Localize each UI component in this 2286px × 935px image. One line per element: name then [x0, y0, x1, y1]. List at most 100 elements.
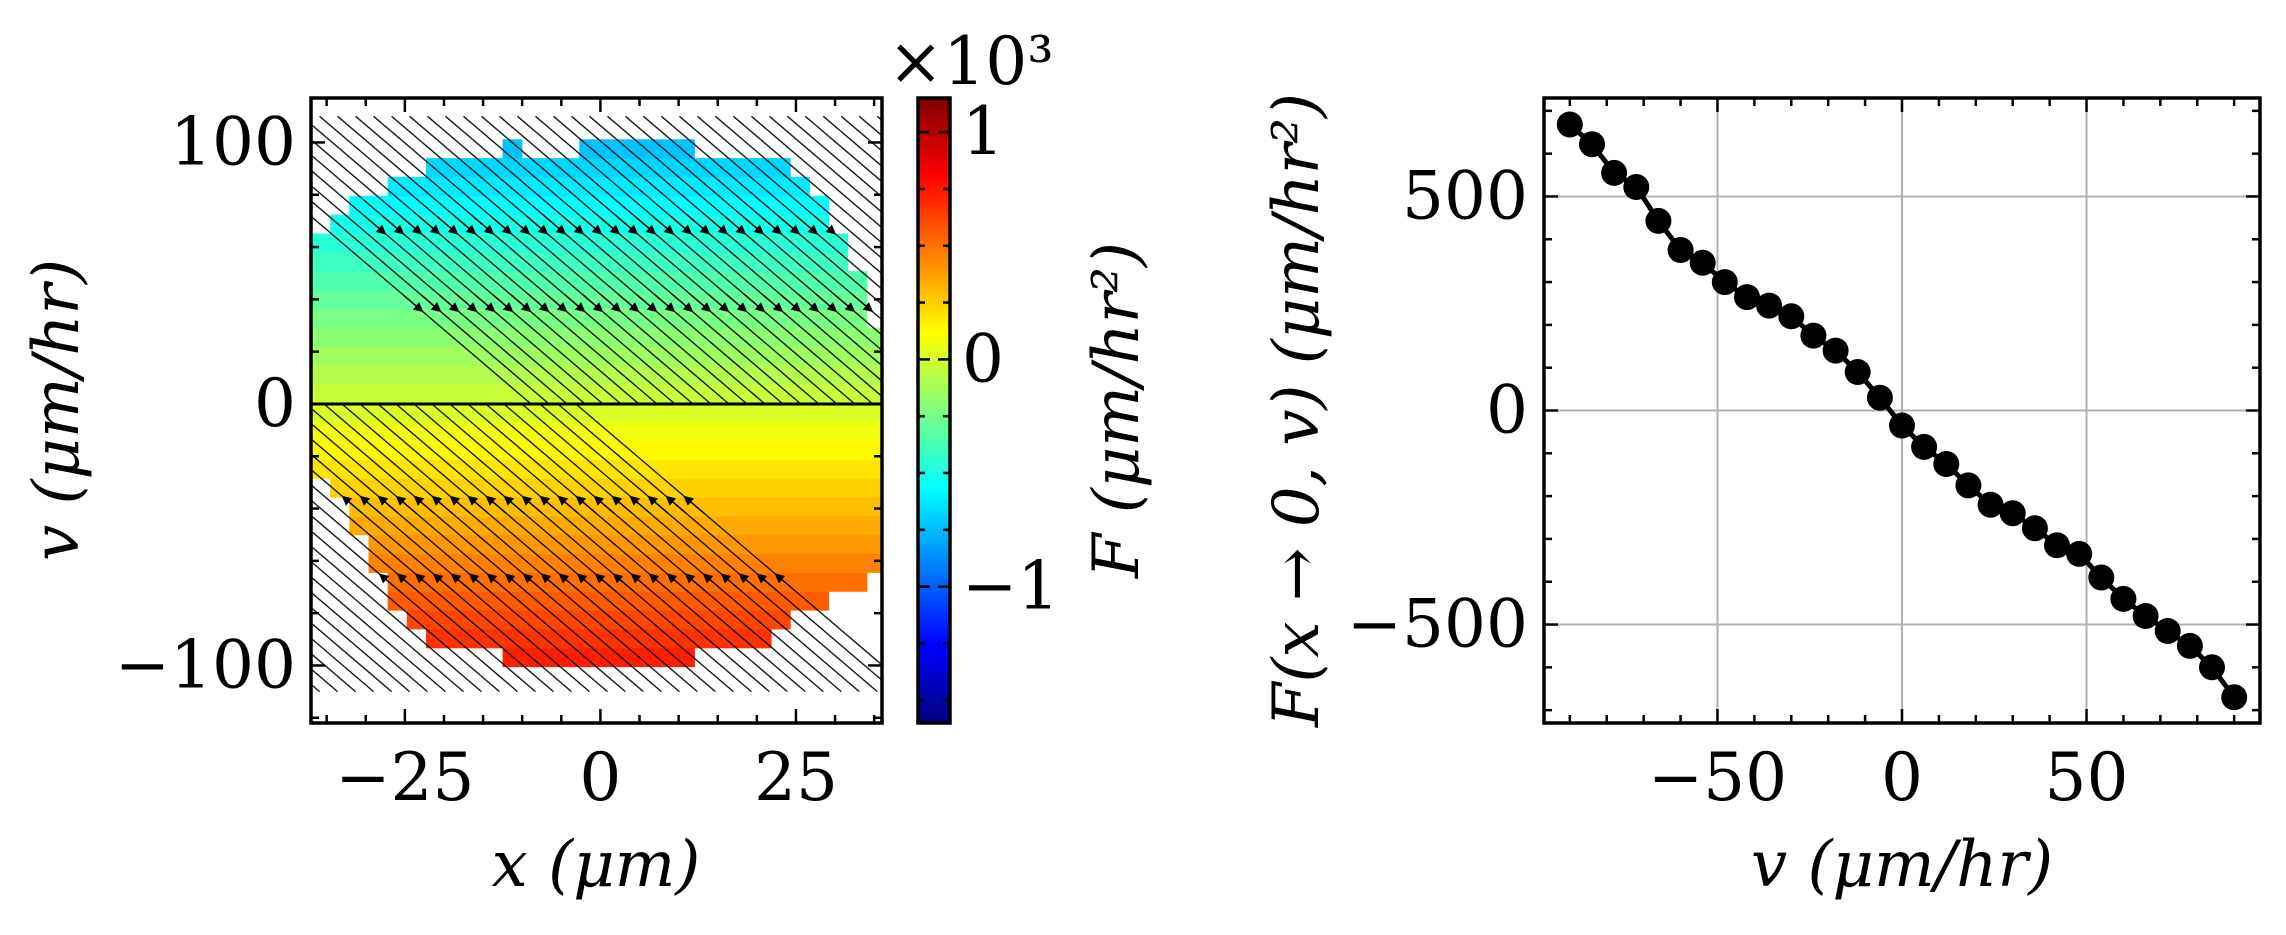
- heatmap-cell: [445, 365, 465, 385]
- heatmap-cell: [560, 177, 580, 197]
- heatmap-cell: [387, 515, 408, 536]
- heatmap-cell: [349, 365, 370, 385]
- heatmap-cell: [751, 402, 772, 423]
- streamline: [413, 403, 752, 693]
- heatmap-cell: [655, 534, 676, 555]
- heatmap-cell: [790, 177, 810, 197]
- heatmap-cell: [368, 252, 389, 272]
- heatmap-cell: [790, 327, 810, 347]
- streamline-arrow: [617, 216, 639, 235]
- heatmap-cell: [464, 572, 485, 592]
- streamline: [311, 514, 518, 693]
- heatmap-cell: [617, 195, 638, 216]
- streamline-arrow: [395, 495, 417, 514]
- heatmap-cell: [445, 271, 465, 291]
- heatmap-cell: [349, 459, 370, 479]
- heatmap-cell: [617, 534, 638, 555]
- streamline: [822, 115, 882, 168]
- heatmap-cell: [770, 497, 791, 517]
- streamline: [535, 115, 874, 405]
- heatmap-cell: [598, 534, 619, 555]
- data-point: [2021, 515, 2048, 542]
- right-xtick-label: 50: [2045, 739, 2129, 816]
- streamline-arrow: [396, 573, 418, 592]
- heatmap-cell: [368, 365, 389, 385]
- streamline: [311, 483, 554, 693]
- heatmap-cell: [847, 440, 868, 460]
- heatmap-cell: [521, 346, 542, 366]
- heatmap-cell: [579, 195, 600, 216]
- streamline-arrow: [635, 216, 657, 235]
- heatmap-cell: [751, 440, 772, 460]
- heatmap-cell: [445, 327, 465, 347]
- streamline-arrow: [690, 294, 712, 313]
- streamline-arrow: [564, 294, 586, 313]
- heatmap-cell: [617, 421, 638, 442]
- streamline-arrow: [654, 294, 676, 313]
- heatmap-cell: [617, 440, 638, 460]
- heatmap-cell: [464, 478, 485, 498]
- heatmap-cell: [464, 365, 485, 385]
- heatmap-cell: [828, 497, 849, 517]
- streamline-arrow: [365, 216, 387, 235]
- streamline: [678, 115, 882, 290]
- heatmap-cell: [598, 158, 619, 178]
- heatmap-cell: [311, 252, 331, 272]
- streamline-arrow: [797, 216, 819, 235]
- streamline: [660, 115, 882, 306]
- heatmap-cell: [483, 195, 504, 216]
- streamline-arrow: [491, 216, 513, 235]
- heatmap-cell: [828, 572, 849, 592]
- streamline-arrow: [780, 294, 802, 313]
- heatmap-cell: [866, 478, 882, 498]
- streamline-arrow: [456, 294, 478, 313]
- heatmap-cell: [521, 591, 542, 611]
- left-plot-frame: [309, 96, 884, 725]
- heatmap-cell: [617, 610, 638, 630]
- heatmap-cell: [790, 252, 810, 272]
- streamline-arrow: [725, 216, 747, 235]
- heatmap-cell: [330, 402, 350, 423]
- streamline-arrow: [467, 495, 489, 514]
- heatmap-cell: [655, 327, 676, 347]
- heatmap-cell: [866, 459, 882, 479]
- colorbar-tick-label: 0: [962, 320, 1004, 397]
- heatmap-cell: [311, 271, 331, 291]
- heatmap-cell: [770, 610, 791, 630]
- heatmap-cell: [847, 327, 868, 347]
- streamline-arrow: [449, 495, 471, 514]
- heatmap-cell: [790, 421, 810, 442]
- streamline-arrow: [432, 573, 454, 592]
- heatmap-cell: [483, 252, 504, 272]
- heatmap-cell: [790, 308, 810, 329]
- heatmap-cell: [541, 421, 561, 442]
- heatmap-cell: [445, 440, 465, 460]
- streamline-arrow: [684, 573, 706, 592]
- heatmap-cell: [330, 346, 350, 366]
- streamline-arrow: [612, 573, 634, 592]
- heatmap-cell: [541, 591, 561, 611]
- heatmap-cell: [406, 177, 427, 197]
- streamline: [696, 115, 882, 275]
- heatmap-cell: [636, 572, 657, 592]
- heatmap-cell: [751, 365, 772, 385]
- heatmap-cell: [521, 177, 542, 197]
- colorbar-frame: [916, 96, 952, 725]
- heatmap-cell: [560, 271, 580, 291]
- heatmap-cell: [560, 402, 580, 423]
- streamline: [445, 115, 784, 405]
- heatmap-cell: [847, 497, 868, 517]
- heatmap-cell: [617, 177, 638, 197]
- heatmap-cell: [464, 534, 485, 555]
- heatmap-cell: [406, 271, 427, 291]
- heatmap-cell: [579, 402, 600, 423]
- heatmap-cell: [675, 402, 695, 423]
- heatmap-cell: [560, 327, 580, 347]
- heatmap-cell: [541, 628, 561, 649]
- heatmap-cell: [770, 553, 791, 573]
- heatmap-cell: [694, 553, 715, 573]
- streamline-arrow: [636, 294, 658, 313]
- heatmap-cell: [675, 515, 695, 536]
- heatmap-cell: [349, 497, 370, 517]
- streamline-arrow: [744, 294, 766, 313]
